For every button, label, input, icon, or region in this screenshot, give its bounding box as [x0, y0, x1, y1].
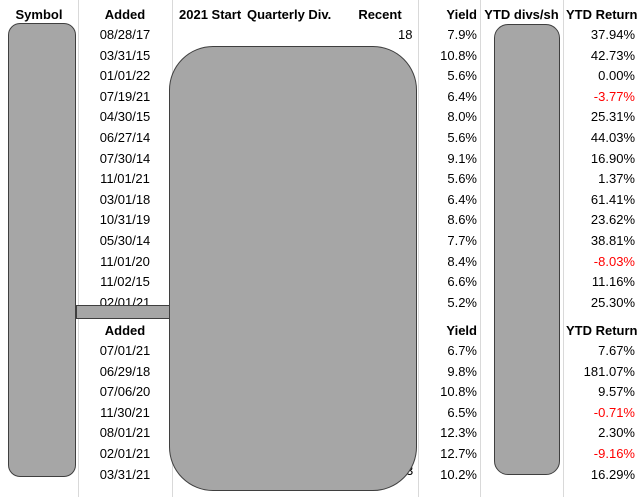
gridline — [480, 0, 481, 497]
yield-cell[interactable]: 5.6% — [447, 171, 477, 187]
yield-cell[interactable]: 10.8% — [440, 384, 477, 400]
col-header-quarterly-div[interactable]: Quarterly Div. — [247, 7, 332, 22]
added-date-cell[interactable]: 11/01/21 — [100, 171, 150, 187]
col-header-yield[interactable]: Yield — [446, 323, 477, 338]
added-date-cell[interactable]: 08/28/17 — [99, 27, 151, 42]
ytd-return-cell[interactable]: 25.31% — [590, 109, 635, 125]
col-header-2021-start[interactable]: 2021 Start — [179, 7, 242, 22]
yield-cell[interactable]: 7.7% — [447, 233, 477, 248]
recent-value-fragment: 18 — [398, 27, 413, 42]
added-date-cell[interactable]: 11/30/21 — [100, 404, 150, 420]
yield-cell[interactable]: 9.1% — [447, 150, 477, 166]
ytd-return-cell[interactable]: -0.71% — [593, 404, 635, 420]
yield-cell[interactable]: 12.3% — [440, 425, 477, 441]
col-header-yield[interactable]: Yield — [446, 7, 477, 22]
ytd-return-cell[interactable]: 0.00% — [598, 68, 635, 84]
yield-cell[interactable]: 7.9% — [447, 27, 477, 42]
yield-cell[interactable]: 12.7% — [440, 446, 477, 461]
yield-cell[interactable]: 5.6% — [447, 68, 477, 84]
gridline — [563, 0, 564, 497]
redaction-block-symbol — [8, 23, 76, 477]
added-date-cell[interactable]: 02/01/21 — [99, 446, 151, 461]
ytd-return-cell[interactable]: 9.57% — [598, 384, 635, 400]
added-date-cell[interactable]: 11/02/15 — [100, 274, 150, 290]
ytd-return-cell[interactable]: 42.73% — [590, 47, 635, 63]
yield-cell[interactable]: 10.8% — [440, 47, 477, 63]
yield-cell[interactable]: 6.5% — [447, 404, 477, 420]
col-header-symbol[interactable]: Symbol — [15, 7, 63, 22]
ytd-return-cell[interactable]: -9.16% — [593, 446, 635, 461]
ytd-return-cell[interactable]: 1.37% — [598, 171, 635, 187]
redaction-block-price-columns — [169, 46, 417, 491]
col-header-ytd-divs[interactable]: YTD divs/sh — [484, 7, 559, 22]
added-date-cell[interactable]: 05/30/14 — [99, 233, 151, 248]
added-date-cell[interactable]: 07/06/20 — [99, 384, 151, 400]
col-header-added[interactable]: Added — [104, 323, 146, 338]
yield-cell[interactable]: 8.6% — [447, 212, 477, 228]
yield-cell[interactable]: 8.0% — [447, 109, 477, 125]
added-date-cell[interactable]: 08/01/21 — [99, 425, 151, 441]
col-header-ytd-return[interactable]: YTD Return — [566, 7, 638, 22]
yield-cell[interactable]: 6.4% — [447, 88, 477, 104]
yield-cell[interactable]: 5.6% — [447, 130, 477, 145]
col-header-added[interactable]: Added — [104, 7, 146, 22]
added-date-cell[interactable]: 07/01/21 — [99, 343, 151, 358]
ytd-return-cell[interactable]: 25.30% — [590, 294, 635, 310]
ytd-return-cell[interactable]: 11.16% — [591, 274, 635, 290]
yield-cell[interactable]: 6.4% — [447, 191, 477, 207]
ytd-return-cell[interactable]: 181.07% — [583, 363, 635, 379]
ytd-return-cell[interactable]: 16.90% — [590, 150, 635, 166]
yield-cell[interactable]: 10.2% — [440, 466, 477, 482]
ytd-return-cell[interactable]: 2.30% — [598, 425, 635, 441]
added-date-cell[interactable]: 03/31/15 — [99, 47, 151, 63]
added-date-cell[interactable]: 06/29/18 — [99, 363, 151, 379]
added-date-cell[interactable]: 07/19/21 — [99, 88, 151, 104]
ytd-return-cell[interactable]: 7.67% — [598, 343, 635, 358]
ytd-return-cell[interactable]: 61.41% — [590, 191, 635, 207]
ytd-return-cell[interactable]: -3.77% — [593, 88, 635, 104]
yield-cell[interactable]: 5.2% — [447, 294, 477, 310]
added-date-cell[interactable]: 03/01/18 — [99, 191, 151, 207]
added-date-cell[interactable]: 10/31/19 — [99, 212, 151, 228]
ytd-return-cell[interactable]: 37.94% — [590, 27, 635, 42]
col-header-recent[interactable]: Recent — [358, 7, 402, 22]
gridline — [418, 0, 419, 497]
ytd-return-cell[interactable]: 38.81% — [590, 233, 635, 248]
col-header-ytd-return[interactable]: YTD Return — [566, 323, 638, 338]
added-date-cell[interactable]: 03/31/21 — [99, 466, 151, 482]
ytd-return-cell[interactable]: 23.62% — [590, 212, 635, 228]
added-date-cell[interactable]: 11/01/20 — [100, 253, 150, 269]
yield-cell[interactable]: 8.4% — [447, 253, 477, 269]
ytd-return-cell[interactable]: -8.03% — [593, 253, 635, 269]
added-date-cell[interactable]: 07/30/14 — [99, 150, 151, 166]
redaction-block-ytd-divs — [494, 24, 560, 475]
ytd-return-cell[interactable]: 16.29% — [590, 466, 635, 482]
ytd-return-cell[interactable]: 44.03% — [590, 130, 635, 145]
redaction-bar-separator — [76, 305, 174, 319]
yield-cell[interactable]: 6.6% — [447, 274, 477, 290]
added-date-cell[interactable]: 01/01/22 — [99, 68, 151, 84]
gridline — [78, 0, 79, 497]
added-date-cell[interactable]: 06/27/14 — [99, 130, 151, 145]
yield-cell[interactable]: 6.7% — [447, 343, 477, 358]
yield-cell[interactable]: 9.8% — [447, 363, 477, 379]
added-date-cell[interactable]: 04/30/15 — [99, 109, 151, 125]
